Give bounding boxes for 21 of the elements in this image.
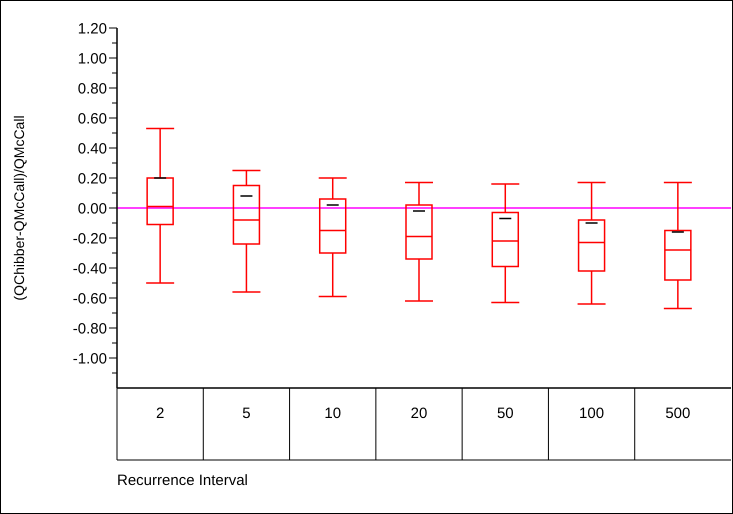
- y-tick-label: -0.20: [72, 230, 107, 248]
- y-tick-label: 0.40: [78, 140, 107, 158]
- y-tick-label: 0.20: [78, 170, 107, 188]
- x-tick-label: 100: [579, 405, 604, 422]
- y-tick-label: -0.40: [72, 260, 107, 278]
- x-tick-label: 20: [410, 405, 428, 422]
- y-tick-label: 1.00: [78, 50, 107, 68]
- x-tick-label: 50: [496, 405, 514, 422]
- x-tick-label: 5: [242, 405, 251, 422]
- y-tick-label: 0.00: [78, 200, 107, 218]
- y-tick-label: -0.60: [72, 290, 107, 308]
- y-tick-label: -0.80: [72, 320, 107, 338]
- y-tick-label: 0.60: [78, 110, 107, 128]
- y-tick-label: 0.80: [78, 80, 107, 98]
- y-tick-label: 1.20: [78, 20, 107, 38]
- x-tick-label: 500: [665, 405, 690, 422]
- x-tick-label: 10: [324, 405, 342, 422]
- y-tick-label: -1.00: [72, 350, 107, 368]
- x-axis-title: Recurrence Interval: [117, 472, 248, 489]
- y-axis-title: (QChibber-QMcCall)/QMcCall: [11, 115, 27, 301]
- x-tick-label: 2: [156, 405, 164, 422]
